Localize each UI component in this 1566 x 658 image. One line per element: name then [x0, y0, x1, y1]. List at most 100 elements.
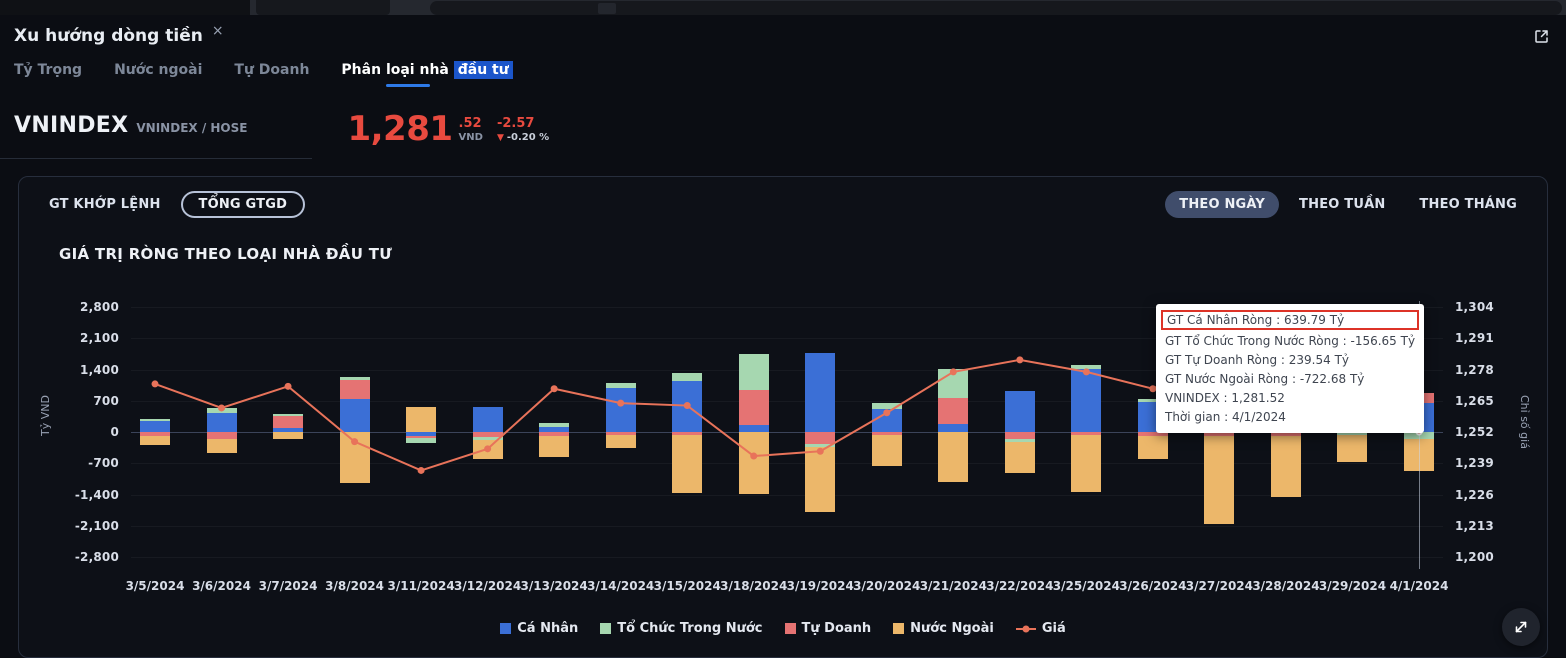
toggle-gt-khop-lenh[interactable]: GT KHỚP LỆNH: [35, 191, 175, 218]
bar-segment[interactable]: [1071, 435, 1102, 493]
subtab-4[interactable]: Phân loại nhà đầu tư: [341, 61, 513, 87]
bar-segment[interactable]: [871, 434, 902, 466]
gridline: [131, 307, 1443, 308]
y-tick-right: 1,265: [1455, 393, 1494, 408]
x-tick-label: 3/21/2024: [919, 579, 987, 593]
tab-title: Xu hướng dòng tiền: [14, 26, 203, 46]
toggle-theo-thang[interactable]: THEO THÁNG: [1405, 191, 1531, 218]
bar-segment[interactable]: [406, 407, 437, 432]
bar-segment[interactable]: [206, 438, 237, 453]
bar-segment[interactable]: [140, 420, 170, 432]
topbar-address-field[interactable]: [430, 1, 1562, 15]
y-tick-right: 1,278: [1455, 362, 1494, 377]
bar-segment[interactable]: [805, 447, 836, 512]
x-tick-label: 3/8/2024: [325, 579, 385, 593]
bar-segment[interactable]: [273, 414, 304, 416]
toggle-tong-gtgd[interactable]: TỔNG GTGD: [180, 191, 306, 218]
legend-label: Cá Nhân: [517, 621, 579, 636]
bar-segment[interactable]: [938, 423, 969, 432]
bar-segment[interactable]: [472, 440, 503, 459]
toggle-theo-ngay[interactable]: THEO NGÀY: [1165, 191, 1280, 218]
x-tick-label: 3/22/2024: [986, 579, 1054, 593]
bar-segment[interactable]: [738, 432, 769, 494]
bar-segment[interactable]: [605, 382, 636, 389]
legend-item[interactable]: Tổ Chức Trong Nước: [600, 621, 763, 636]
bar-segment[interactable]: [938, 369, 969, 399]
price-change-percent: -0.20 %: [506, 132, 550, 143]
bar-segment[interactable]: [672, 434, 703, 493]
bar-segment[interactable]: [339, 379, 370, 399]
bar-segment[interactable]: [1004, 432, 1035, 440]
bar-segment[interactable]: [1337, 434, 1368, 463]
bar-segment[interactable]: [140, 435, 170, 446]
y-tick-left: 700: [93, 393, 119, 408]
y-tick-right: 1,200: [1455, 550, 1494, 564]
subtab-bar: Tỷ Trọng Nước ngoài Tự Doanh Phân loại nhà …: [14, 61, 513, 87]
x-axis: 3/5/2024 3/6/2024 3/7/2024 3/8/2024 3/11/202…: [126, 579, 1449, 595]
value-toggle-group: GT KHỚP LỆNH TỔNG GTGD: [35, 191, 306, 218]
topbar-button[interactable]: [256, 0, 390, 15]
subtab-1[interactable]: Tỷ Trọng: [14, 62, 83, 78]
bar-segment[interactable]: [805, 432, 836, 444]
bar-segment[interactable]: [273, 415, 304, 429]
quote-header: VNINDEX VNINDEX / HOSE 1,281 .52 VND -2.…: [14, 112, 550, 146]
x-tick-label: 3/11/2024: [387, 579, 455, 593]
bar-segment[interactable]: [273, 432, 304, 439]
legend-item[interactable]: Nước Ngoài: [893, 621, 994, 636]
legend-item[interactable]: Cá Nhân: [500, 621, 578, 636]
bar-segment[interactable]: [1004, 390, 1035, 432]
resize-button[interactable]: [1502, 608, 1540, 646]
x-tick-label: 3/5/2024: [125, 579, 185, 593]
legend-item-price-line[interactable]: Giá: [1015, 621, 1066, 636]
bar-segment[interactable]: [871, 408, 902, 432]
toggle-theo-tuan[interactable]: THEO TUẦN: [1285, 191, 1399, 218]
bar-segment[interactable]: [1071, 368, 1102, 432]
bar-segment[interactable]: [1204, 436, 1235, 524]
bar-segment[interactable]: [871, 403, 902, 409]
bar-segment[interactable]: [539, 436, 570, 458]
bar-segment[interactable]: [605, 388, 636, 432]
bar-segment[interactable]: [140, 418, 170, 421]
bar-segment[interactable]: [539, 423, 570, 427]
topbar-field-icon: [598, 3, 616, 14]
y-tick-left: -700: [88, 456, 119, 471]
bar-segment[interactable]: [938, 398, 969, 424]
tab-money-flow-trend[interactable]: Xu hướng dòng tiền ×: [14, 23, 224, 46]
y-tick-right: 1,291: [1455, 331, 1494, 346]
bar-segment[interactable]: [472, 407, 503, 432]
bar-segment[interactable]: [339, 432, 370, 484]
bar-segment[interactable]: [672, 380, 703, 432]
symbol-exchange: VNINDEX / HOSE: [136, 121, 248, 135]
bar-segment[interactable]: [938, 432, 969, 482]
topbar-left-segment: [0, 0, 250, 15]
bar-segment[interactable]: [206, 413, 237, 432]
bar-segment[interactable]: [738, 390, 769, 426]
bar-segment[interactable]: [805, 352, 836, 432]
bar-segment[interactable]: [339, 398, 370, 432]
bar-segment[interactable]: [672, 372, 703, 381]
subtab-2[interactable]: Nước ngoài: [114, 62, 203, 78]
diagonal-resize-icon: [1515, 621, 1527, 633]
bar-segment[interactable]: [206, 432, 237, 439]
legend-swatch-icon: [784, 623, 796, 634]
legend-label: Tự Doanh: [801, 621, 872, 636]
bar-segment[interactable]: [339, 376, 370, 380]
chart-tooltip: GT Cá Nhân Ròng : 639.79 Tỷ GT Tổ Chức Tr…: [1156, 304, 1425, 433]
bar-segment[interactable]: [406, 437, 437, 444]
legend-swatch-icon: [893, 623, 905, 634]
bar-segment[interactable]: [1270, 435, 1301, 498]
subtab-3[interactable]: Tự Doanh: [234, 62, 310, 78]
open-in-new-window-icon[interactable]: [1533, 28, 1550, 49]
bar-segment[interactable]: [206, 407, 237, 414]
y-tick-left: 1,400: [80, 362, 119, 377]
bar-segment[interactable]: [605, 435, 636, 448]
tab-close-icon[interactable]: ×: [211, 23, 224, 39]
legend-item[interactable]: Tự Doanh: [784, 621, 872, 636]
bar-segment[interactable]: [738, 425, 769, 432]
bar-segment[interactable]: [1071, 364, 1102, 369]
bar-segment[interactable]: [1004, 442, 1035, 473]
tooltip-row: Thời gian : 4/1/2024: [1165, 410, 1286, 424]
x-tick-label: 3/27/2024: [1185, 579, 1254, 593]
bar-segment[interactable]: [738, 353, 769, 391]
bar-segment[interactable]: [1137, 436, 1168, 460]
